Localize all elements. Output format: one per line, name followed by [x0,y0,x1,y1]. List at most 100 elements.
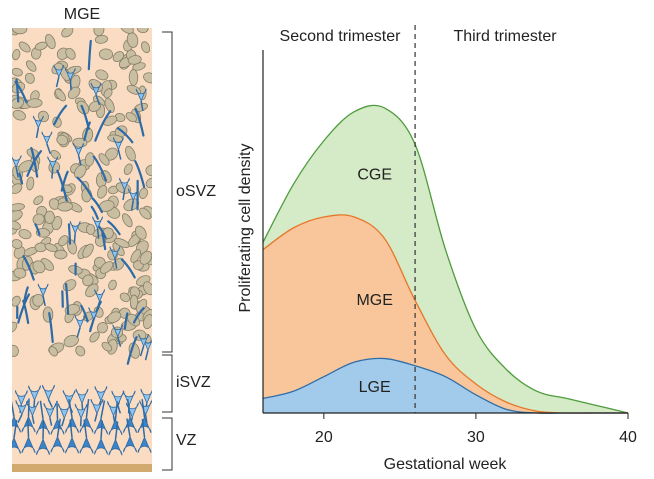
cell [114,238,130,248]
cell [129,294,139,310]
cell [85,223,96,236]
cell [82,274,94,287]
process [100,400,106,419]
y-axis-label: Proliferating cell density [237,144,254,313]
process [27,398,30,417]
cell [75,345,86,357]
process [114,421,119,440]
process [13,419,18,439]
process [100,420,104,439]
progenitor [125,402,139,419]
cell [34,242,47,253]
fiber [101,232,107,251]
fiber [26,150,43,177]
process [130,200,134,211]
process [89,319,95,330]
bracket [162,354,173,413]
progenitor [32,115,44,129]
process [141,419,146,438]
zone-brackets [162,31,173,471]
cell [94,34,109,44]
fiber [92,155,107,182]
progenitor [14,390,28,406]
progenitor [94,437,108,455]
process [27,419,30,438]
progenitor [47,156,59,170]
plot: CGE MGE LGE 20 30 40 [262,25,637,446]
process [15,167,19,178]
cell [97,185,108,199]
progenitor [65,416,79,433]
x-tick-label: 20 [315,429,333,446]
fiber [34,223,41,236]
process [56,400,59,419]
cell [57,201,73,212]
cell [12,183,23,195]
cell [18,41,31,53]
cell [26,98,43,108]
progenitor [94,417,108,435]
cell [128,69,139,86]
progenitor [111,390,125,407]
progenitor [122,390,136,407]
process [139,345,145,357]
cell [121,213,133,228]
progenitor [53,64,65,79]
series-label: LGE [359,379,391,396]
progenitor [135,88,147,102]
cell [34,41,48,51]
progenitor [62,390,76,406]
cell [25,60,37,72]
fiber [134,107,145,137]
fiber [94,110,112,142]
cell [95,69,109,81]
progenitor [88,307,100,321]
progenitor [74,403,88,420]
progenitor [12,155,22,169]
cell [139,250,152,265]
progenitor [123,435,137,453]
x-axis-label: Gestational week [384,456,508,473]
cell [125,112,137,123]
process [140,100,144,111]
fiber [23,286,29,303]
progenitor [112,137,124,151]
cell [136,28,149,34]
cell [12,28,28,35]
cell [12,48,21,61]
cell [42,306,54,323]
tissue-illustration [12,28,152,472]
process [35,127,40,139]
bracket [162,417,173,471]
cell [12,239,23,249]
fiber [18,172,24,185]
cell [145,164,152,177]
zone-label: oSVZ [176,183,216,200]
cell [50,149,62,160]
cell [107,311,122,324]
cell [127,55,142,65]
cell [44,210,55,224]
progenitor [42,384,55,401]
zone-label: iSVZ [176,374,211,391]
process [49,417,53,426]
cell [134,225,147,240]
x-tick-label: 40 [619,429,637,446]
progenitor [43,403,57,419]
cell [125,145,136,162]
progenitor [25,401,39,417]
cell [123,163,133,176]
annotation: Third trimester [453,28,557,45]
fiber [56,169,68,202]
progenitor [137,416,152,433]
fiber [64,283,70,315]
cell [24,72,35,84]
progenitor [69,221,81,235]
process [51,168,54,179]
progenitor [94,289,105,303]
process [42,295,46,307]
process [114,401,118,420]
bracket [162,31,173,353]
progenitor [92,216,103,230]
cell [143,314,152,330]
